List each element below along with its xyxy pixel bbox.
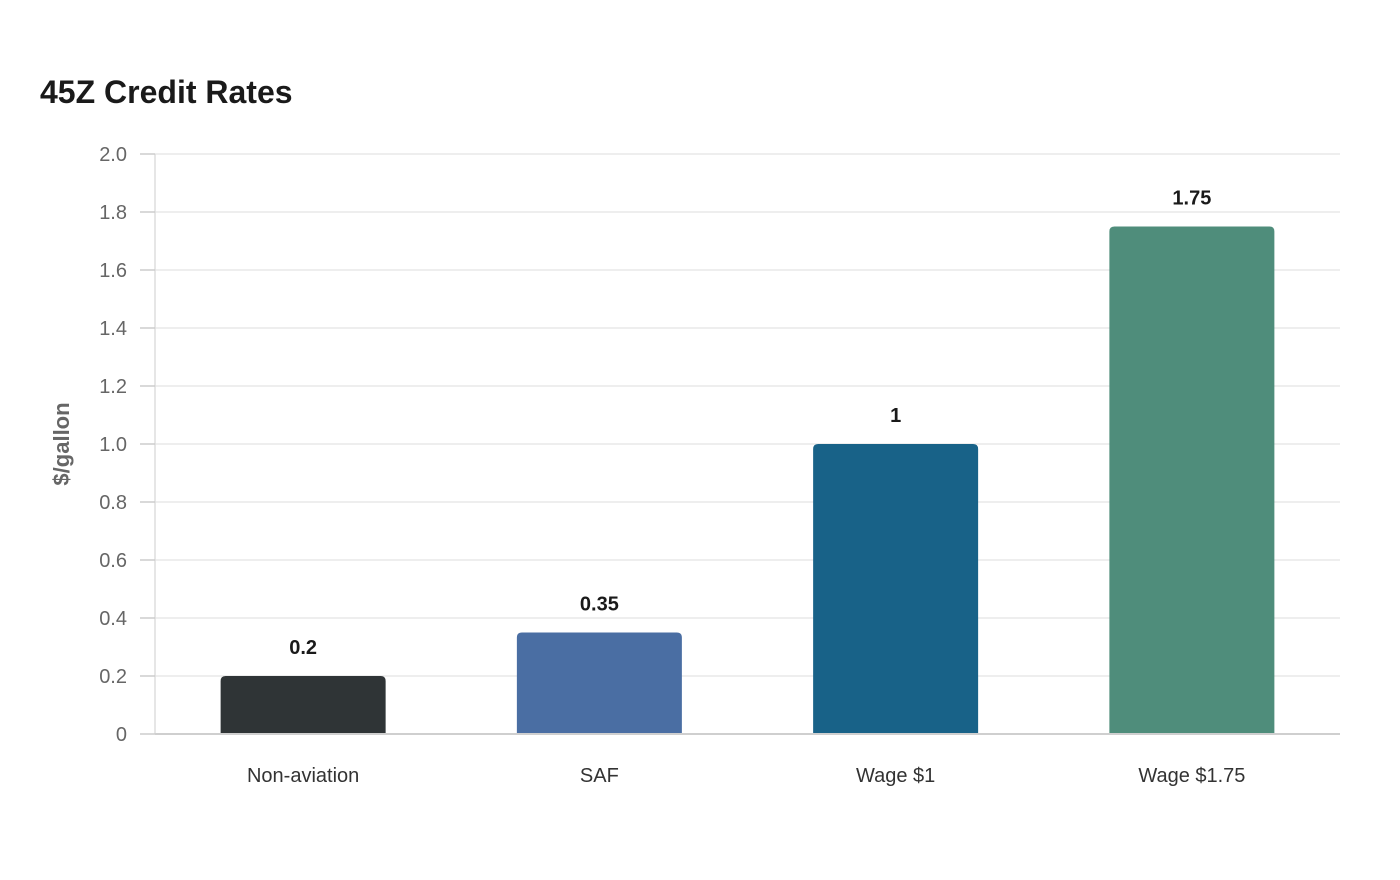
y-tick-label: 1.8: [99, 202, 127, 224]
y-tick-label: 1.4: [99, 318, 127, 340]
x-tick-label: Non-aviation: [247, 765, 359, 787]
y-tick-label: 2.0: [99, 144, 127, 166]
bar: [220, 676, 386, 734]
x-tick-label: Wage $1: [856, 765, 935, 787]
x-tick-label: SAF: [580, 765, 619, 787]
y-tick-label: 1.2: [99, 376, 127, 398]
data-label: 0.35: [580, 594, 619, 616]
bars: [220, 226, 1275, 734]
x-tick-labels: Non-aviation SAF Wage $1 Wage $1.75: [247, 765, 1245, 787]
data-label: 1: [890, 405, 901, 427]
data-labels: 0.2 0.35 1 1.75: [289, 188, 1211, 660]
data-label: 0.2: [289, 637, 317, 659]
y-tick-label: 0.6: [99, 550, 127, 572]
y-tick-labels: 0 0.2 0.4 0.6 0.8 1.0 1.2 1.4 1.6 1.8 2.0: [99, 144, 127, 746]
axes: [140, 153, 1340, 735]
bar: [1109, 226, 1275, 734]
x-tick-label: Wage $1.75: [1138, 765, 1245, 787]
chart-title: 45Z Credit Rates: [40, 74, 293, 110]
y-tick-label: 0.4: [99, 608, 127, 630]
bar: [813, 444, 979, 734]
y-tick-label: 1.6: [99, 260, 127, 282]
y-tick-label: 1.0: [99, 434, 127, 456]
y-tick-label: 0.8: [99, 492, 127, 514]
y-tick-label: 0.2: [99, 666, 127, 688]
data-label: 1.75: [1172, 188, 1211, 210]
y-tick-label: 0: [116, 724, 127, 746]
bar: [516, 632, 682, 734]
